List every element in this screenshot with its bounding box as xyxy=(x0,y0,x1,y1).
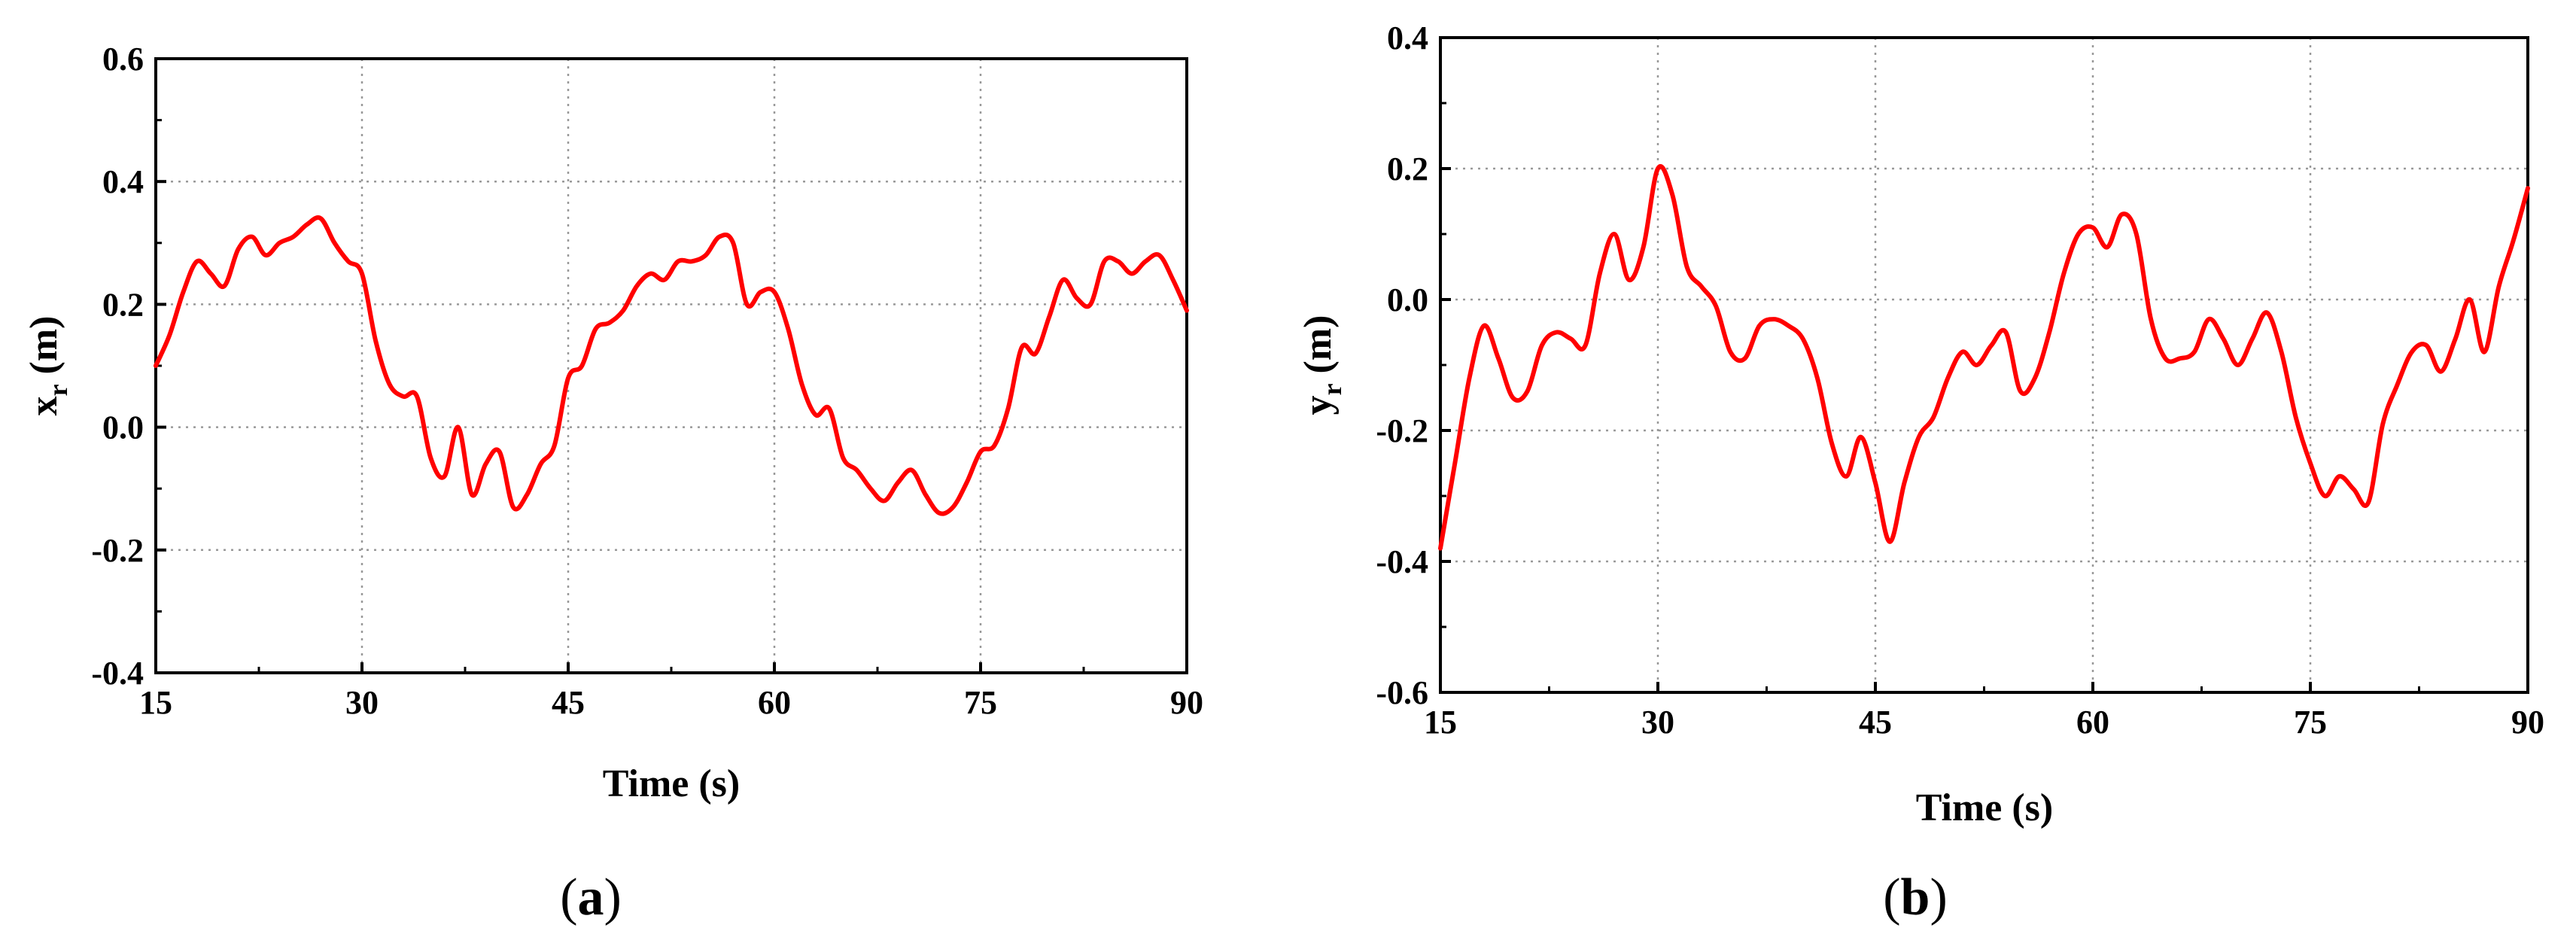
y-axis-title-b: yr (m) xyxy=(1297,315,1347,415)
series-layer-a xyxy=(154,215,1189,516)
chart-panel-b: 15 30 45 60 75 90 -0.6 -0.4 -0.2 0.0 0.2… xyxy=(1297,20,2544,926)
x-tick-labels-b: 15 30 45 60 75 90 xyxy=(1424,704,2544,741)
x-tick-label: 90 xyxy=(1170,684,1203,721)
y-tick-label: -0.6 xyxy=(1376,674,1428,711)
x-axis-title-b: Time (s) xyxy=(1916,786,2053,829)
x-tick-label: 45 xyxy=(1859,704,1892,741)
x-tick-labels-a: 15 30 45 60 75 90 xyxy=(139,684,1203,721)
chart-panel-a: 15 30 45 60 75 90 -0.4 -0.2 0.0 0.2 0.4 … xyxy=(23,41,1203,926)
series-line xyxy=(154,215,1189,516)
plot-frame-a xyxy=(154,57,1188,674)
y-axis-title-unit: (m) xyxy=(23,316,65,385)
series-line xyxy=(1438,164,2530,551)
x-tick-label: 45 xyxy=(552,684,585,721)
y-tick-label: 0.0 xyxy=(102,409,144,446)
panel-label-close: ) xyxy=(1930,868,1947,926)
y-axis-title-sub: r xyxy=(43,384,73,396)
panel-label-close: ) xyxy=(604,868,622,926)
y-tick-label: -0.4 xyxy=(91,655,144,692)
y-tick-label: -0.2 xyxy=(1376,412,1428,449)
y-tick-label: 0.6 xyxy=(102,41,144,78)
y-axis-title-main: x xyxy=(23,396,65,415)
x-tick-label: 75 xyxy=(2294,704,2327,741)
series-layer-b xyxy=(1438,164,2530,551)
x-tick-label: 75 xyxy=(964,684,997,721)
panel-label-a: (a) xyxy=(560,868,622,926)
panel-label-letter: a xyxy=(578,868,604,926)
y-tick-label: -0.4 xyxy=(1376,543,1428,580)
y-tick-label: 0.2 xyxy=(102,286,144,323)
x-tick-label: 60 xyxy=(758,684,791,721)
panel-label-letter: b xyxy=(1901,868,1930,926)
y-axis-title-main: y xyxy=(1297,395,1340,415)
plot-frame-b xyxy=(1439,36,2529,694)
y-axis-title-a: xr (m) xyxy=(23,316,73,416)
ticks-a xyxy=(154,57,1188,674)
x-axis-title-a: Time (s) xyxy=(603,762,740,805)
x-tick-label: 15 xyxy=(1424,704,1457,741)
y-tick-labels-a: -0.4 -0.2 0.0 0.2 0.4 0.6 xyxy=(91,41,144,692)
x-tick-label: 30 xyxy=(1641,704,1674,741)
y-tick-label: 0.2 xyxy=(1387,151,1428,187)
x-tick-label: 15 xyxy=(139,684,172,721)
grid-a xyxy=(156,59,1187,673)
grid-b xyxy=(1440,38,2528,692)
panel-label-b: (b) xyxy=(1883,868,1948,926)
x-tick-label: 60 xyxy=(2076,704,2109,741)
y-tick-labels-b: -0.6 -0.4 -0.2 0.0 0.2 0.4 xyxy=(1376,20,1428,711)
y-tick-label: 0.4 xyxy=(1387,20,1428,56)
y-axis-title-sub: r xyxy=(1317,383,1347,395)
y-axis-title-unit: (m) xyxy=(1297,315,1340,384)
y-tick-label: 0.4 xyxy=(102,163,144,200)
ticks-b xyxy=(1439,36,2529,694)
y-tick-label: -0.2 xyxy=(91,532,144,569)
panel-label-open: ( xyxy=(1883,868,1900,926)
x-tick-label: 90 xyxy=(2511,704,2544,741)
y-tick-label: 0.0 xyxy=(1387,281,1428,318)
x-tick-label: 30 xyxy=(345,684,379,721)
panel-label-open: ( xyxy=(560,868,577,926)
